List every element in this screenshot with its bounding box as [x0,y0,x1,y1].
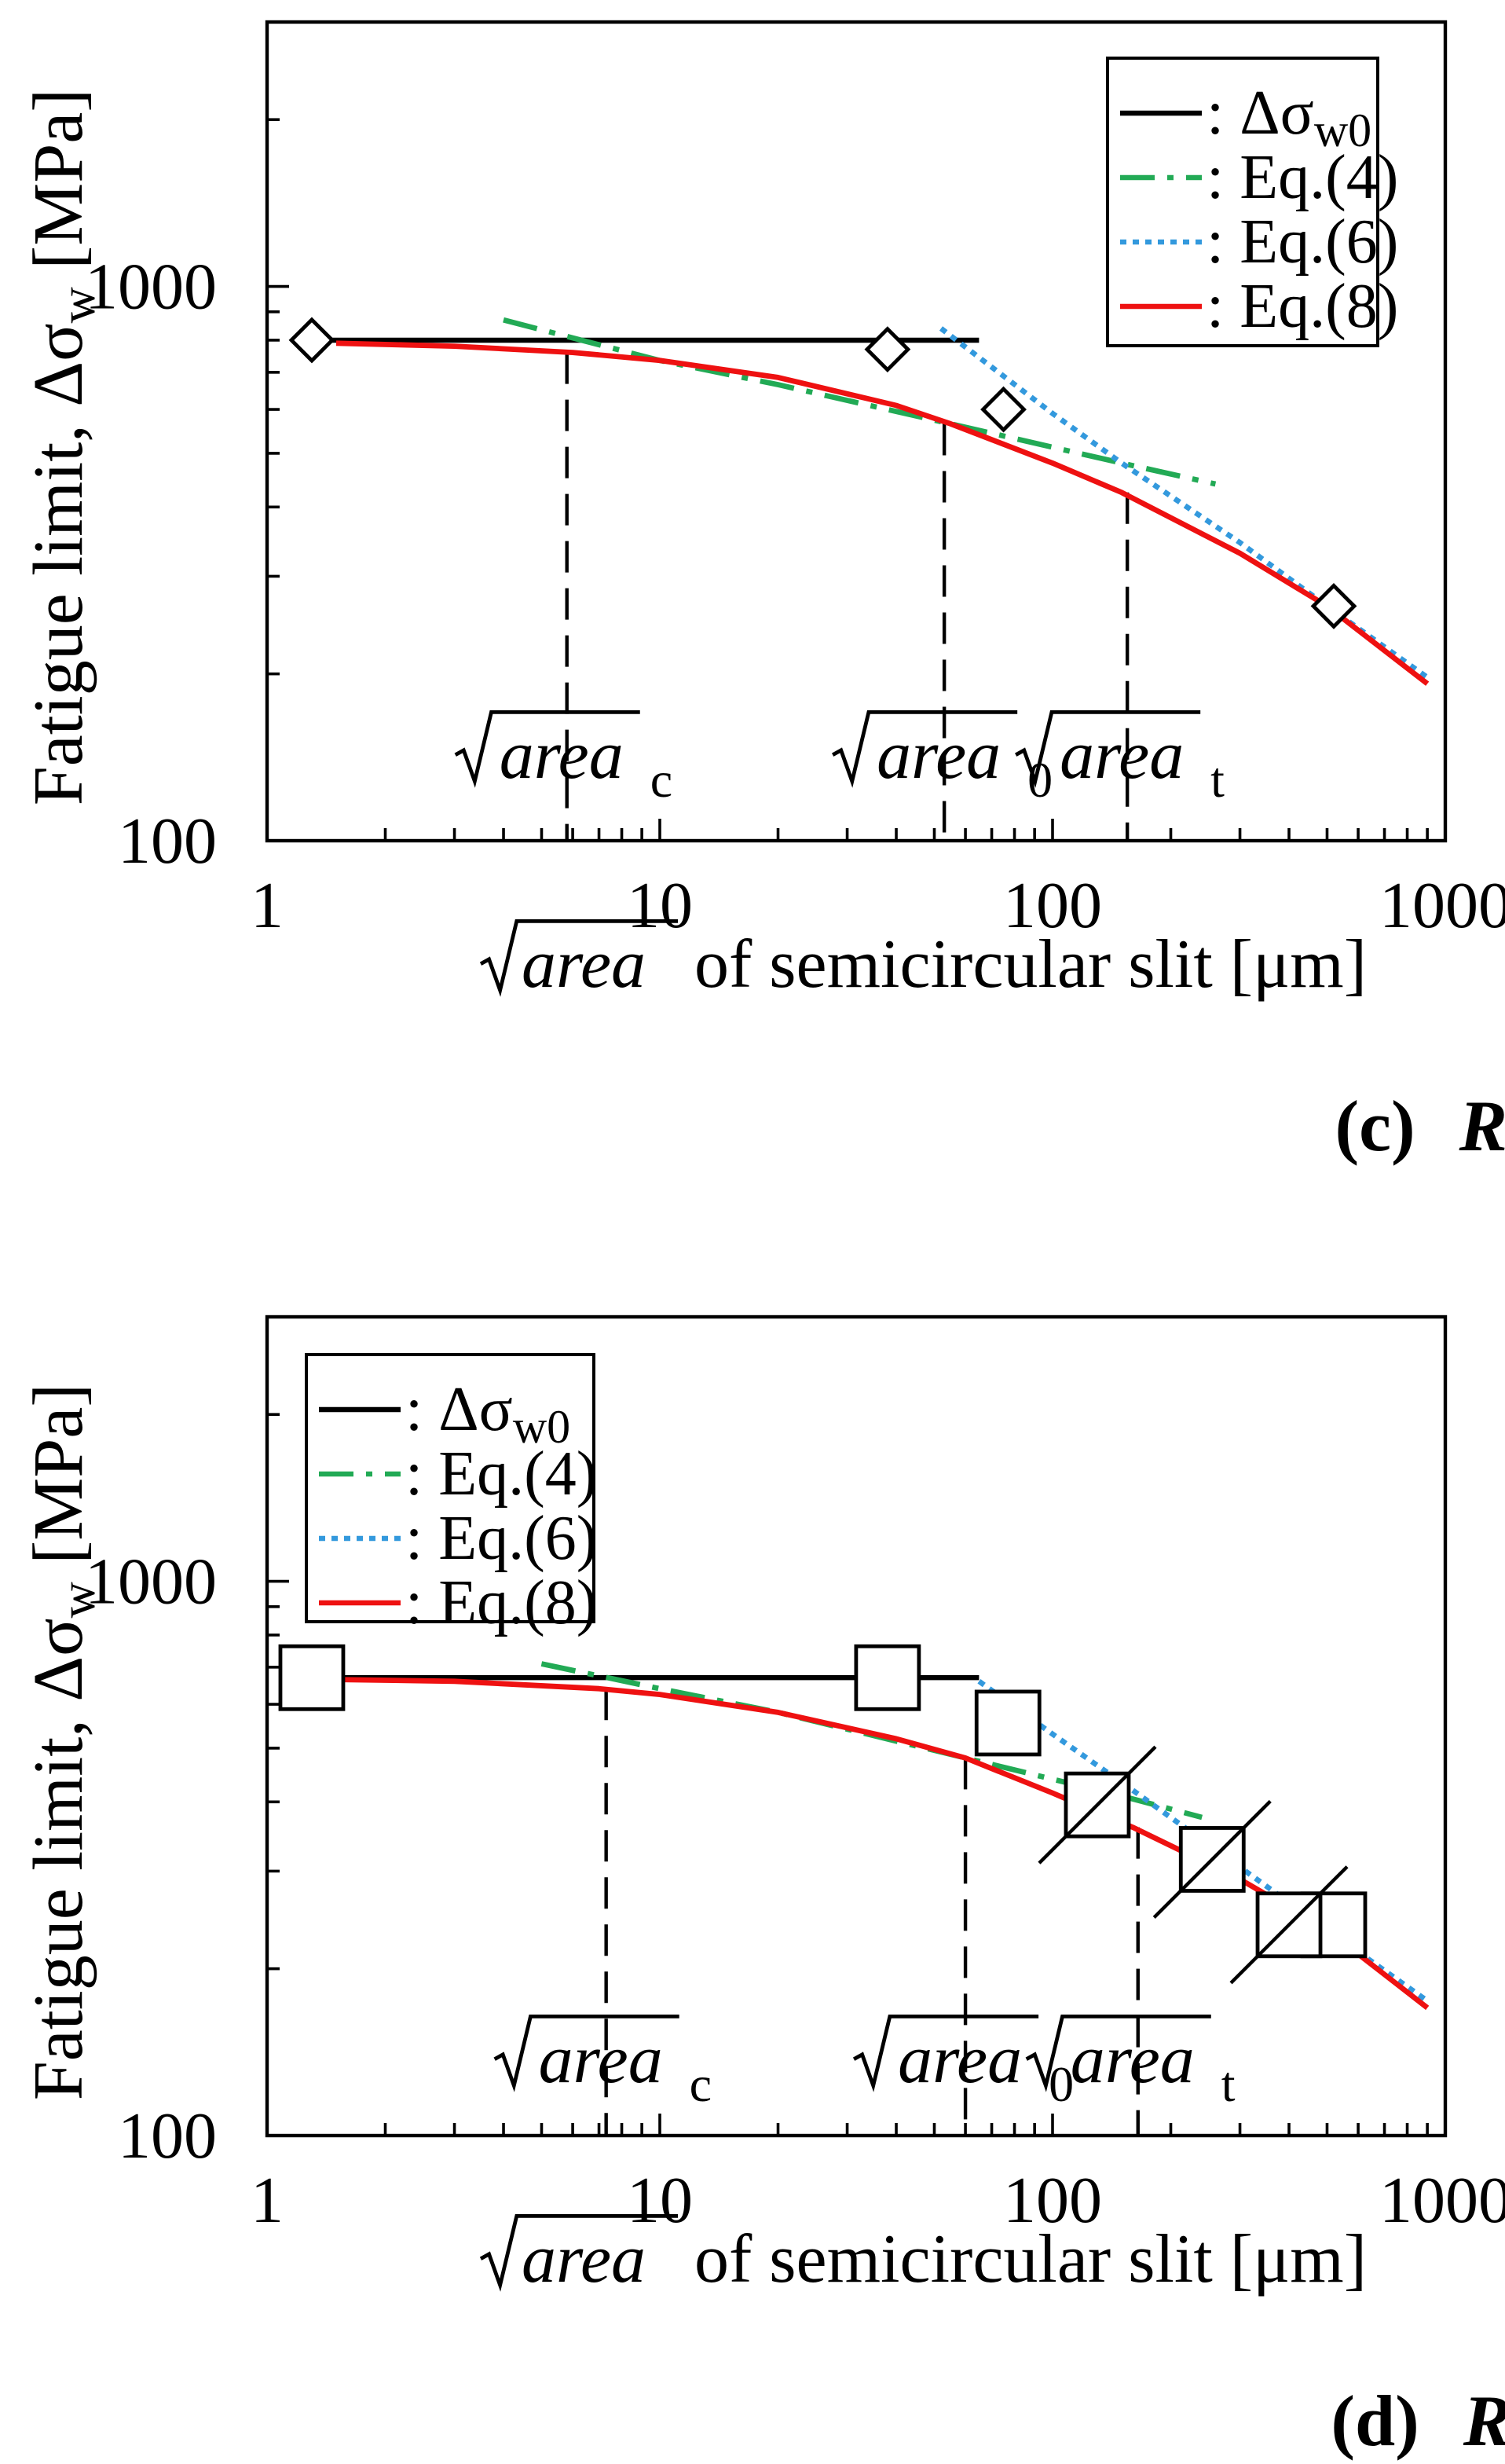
data-point-slash [1229,1865,1349,1985]
data-point-square [974,1689,1042,1757]
legend-label-sub: w0 [513,1401,570,1453]
y-tick-label: 1000 [85,1546,217,1619]
data-point-diamond [980,386,1027,433]
data-point-diamond [288,317,335,364]
data-point-slash [1038,1745,1157,1864]
x-axis-label-sqrt-icon [479,2214,679,2292]
legend-label-text: : Eq.(4) [1207,143,1398,212]
y-axis-label-sub: w [49,287,105,323]
legend-label: : Eq.(4) [1207,143,1398,212]
series-line-1 [503,317,1217,487]
annotation-sub: t [1210,752,1225,808]
data-point-diamond [864,326,911,373]
annotation-label: area [877,717,1001,794]
series-line-3 [335,340,1430,686]
annotation-sub: 0 [1049,2056,1074,2112]
legend-label-text: Δσ [438,1375,513,1444]
legend-label-text: Δσ [1240,79,1314,148]
legend-label-text: : Eq.(4) [405,1439,597,1509]
y-tick-label: 100 [118,2099,217,2172]
annotation-sub: c [650,752,672,808]
legend-label-text: : Eq.(8) [405,1568,597,1637]
y-tick-label: 100 [118,805,217,878]
annotation-label: area [1071,2022,1195,2098]
x-tick-label: 10 [627,869,693,942]
legend-label: : Eq.(8) [1207,272,1398,341]
annotation-label: area [898,2022,1022,2098]
plot-frame [265,20,1448,843]
x-tick-label: 10 [627,2164,693,2237]
annotation-sqrt-icon [852,2015,1039,2092]
legend-label-prefix: : [405,1375,438,1444]
legend-label-sub: w0 [1314,104,1371,156]
annotation-sqrt-icon [493,2015,679,2092]
x-axis-label-sqrt-text: area [522,2221,646,2297]
annotation-sub: t [1221,2056,1236,2112]
legend-label-text: : Eq.(6) [405,1504,597,1573]
y-axis-label-main: Fatigue limit, Δσ [20,1618,97,2100]
data-point-square [854,1644,921,1711]
caption-var: R [1459,1086,1505,1166]
panel-caption: (d)R = 0.4 [1331,2381,1505,2461]
legend-label: : Eq.(6) [405,1504,597,1573]
legend-label: : Eq.(8) [405,1568,597,1637]
annotation-sub: c [690,2056,712,2112]
series-line-3 [335,1677,1430,2011]
panel-caption: (c)R = 0.2 [1335,1086,1505,1166]
legend-box [1106,57,1379,347]
y-axis-label-main: Fatigue limit, Δσ [20,323,97,805]
data-point-slash [1152,1799,1272,1920]
legend-box [305,1353,595,1623]
caption-label: (c) [1335,1086,1415,1166]
x-tick-label: 100 [1003,869,1102,942]
x-axis-label-rest: of semicircular slit [μm] [694,2221,1367,2297]
annotation-label: area [539,2022,663,2098]
x-axis-label-sqrt-icon [479,919,679,997]
x-tick-label: 100 [1003,2164,1102,2237]
annotation-sqrt-icon [1025,2015,1211,2092]
legend-label: : Eq.(4) [405,1439,597,1509]
y-axis-label-unit: [MPa] [20,89,97,287]
legend-label-text: : Eq.(6) [1207,207,1398,277]
x-tick-label: 1 [251,2164,284,2237]
legend-label: : Eq.(6) [1207,207,1398,277]
y-axis-label-sub: w [49,1582,105,1618]
annotation-sqrt-icon [831,710,1018,788]
annotation-sqrt-icon [1015,710,1201,788]
x-axis-label-sqrt-text: area [522,926,646,1003]
x-tick-label: 1000 [1379,2164,1505,2237]
x-tick-label: 1 [251,869,284,942]
annotation-label: area [1060,717,1184,794]
data-point-square [278,1644,346,1711]
annotation-label: area [500,717,624,794]
caption-label: (d) [1331,2381,1419,2461]
legend-label: : Δσw0 [405,1375,570,1453]
legend-label-text: : Eq.(8) [1207,272,1398,341]
plot-frame [265,1314,1448,2138]
legend-label-prefix: : [1207,79,1240,148]
x-axis-label-rest: of semicircular slit [μm] [694,926,1367,1003]
y-tick-label: 1000 [85,251,217,324]
caption-var: R [1463,2381,1505,2461]
y-axis-label: Fatigue limit, Δσw [MPa] [20,1384,105,2101]
data-point-diamond [1310,583,1357,629]
x-tick-label: 1000 [1379,869,1505,942]
y-axis-label-unit: [MPa] [20,1384,97,1582]
legend-label: : Δσw0 [1207,79,1371,156]
y-axis-label: Fatigue limit, Δσw [MPa] [20,89,105,806]
annotation-sqrt-icon [454,710,640,788]
